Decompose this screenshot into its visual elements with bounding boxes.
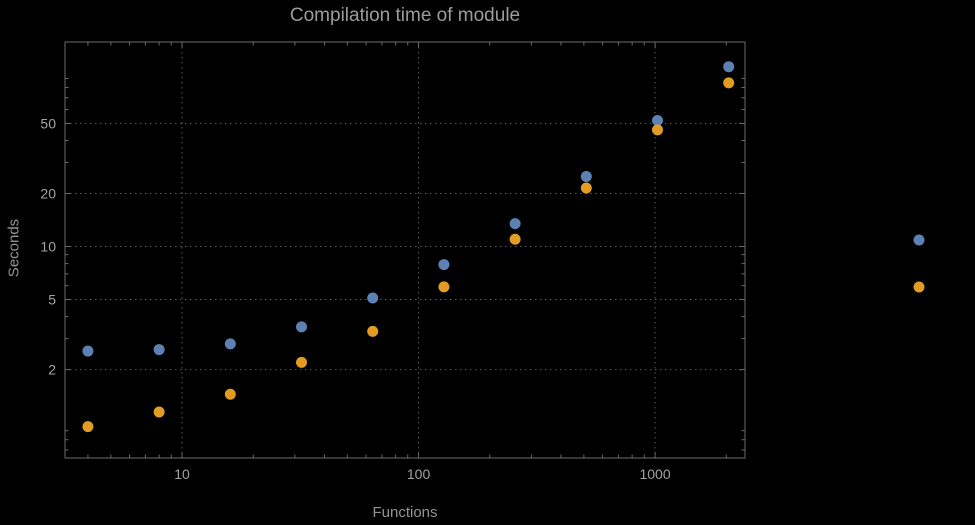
y-axis-label: Seconds [5,218,23,278]
orange-series-point [509,233,521,245]
blue-series-point [153,344,165,356]
orange-series-point [580,182,592,194]
blue-series-point [224,338,236,350]
y-tick-label: 10 [40,239,56,255]
blue-series-point [580,170,592,182]
orange-series-point [723,77,735,89]
y-tick-label: 2 [48,362,56,378]
blue-series-point [82,345,94,357]
orange-series-point [82,421,94,433]
x-tick-label: 100 [407,466,431,482]
legend-marker-orange-series [913,281,925,293]
orange-series-point [296,356,308,368]
orange-series-point [224,388,236,400]
plot-frame [64,41,746,459]
y-tick-label: 5 [48,292,56,308]
blue-series-point [723,61,735,73]
blue-series-point [438,259,450,271]
y-tick-label: 20 [40,186,56,202]
blue-series-point [296,321,308,333]
x-tick-label: 1000 [639,466,670,482]
x-tick-label: 10 [174,466,190,482]
legend-marker-blue-series [913,234,925,246]
blue-series-point [509,218,521,230]
orange-series-point [153,406,165,418]
orange-series-point [652,124,664,136]
orange-series-point [438,281,450,293]
x-axis-label: Functions [372,504,438,521]
orange-series-point [367,325,379,337]
chart-title: Compilation time of module [289,5,521,26]
y-tick-label: 50 [40,115,56,131]
blue-series-point [652,114,664,126]
blue-series-point [367,292,379,304]
